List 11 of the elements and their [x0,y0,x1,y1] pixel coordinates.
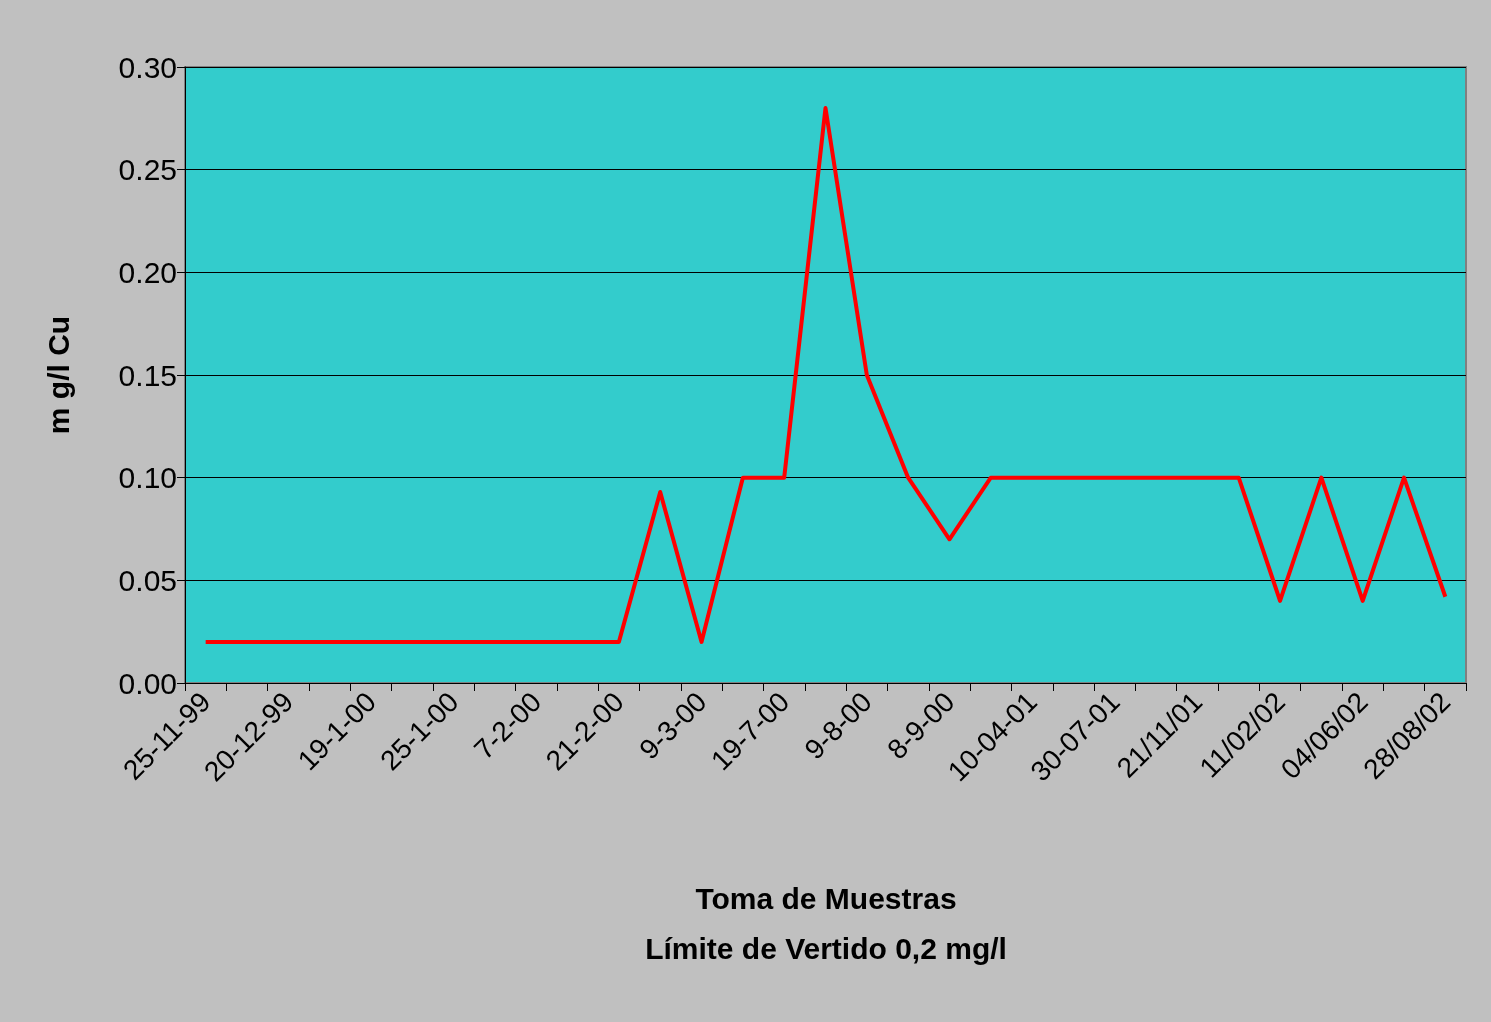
x-axis-title: Toma de Muestras [695,881,957,915]
y-tick-label: 0.25 [118,153,177,187]
y-axis-title: m g/l Cu [41,315,75,435]
y-tick-label: 0.05 [118,563,177,597]
y-tick-label: 0.10 [118,461,177,495]
y-tick-label: 0.30 [118,50,177,84]
line-series [203,106,1448,644]
y-tick-label: 0.20 [118,255,177,289]
y-tick-label: 0.15 [118,358,177,392]
y-tick-label: 0.00 [118,666,177,700]
text: Límite de Vertido 0,2 mg/l [645,931,1007,965]
